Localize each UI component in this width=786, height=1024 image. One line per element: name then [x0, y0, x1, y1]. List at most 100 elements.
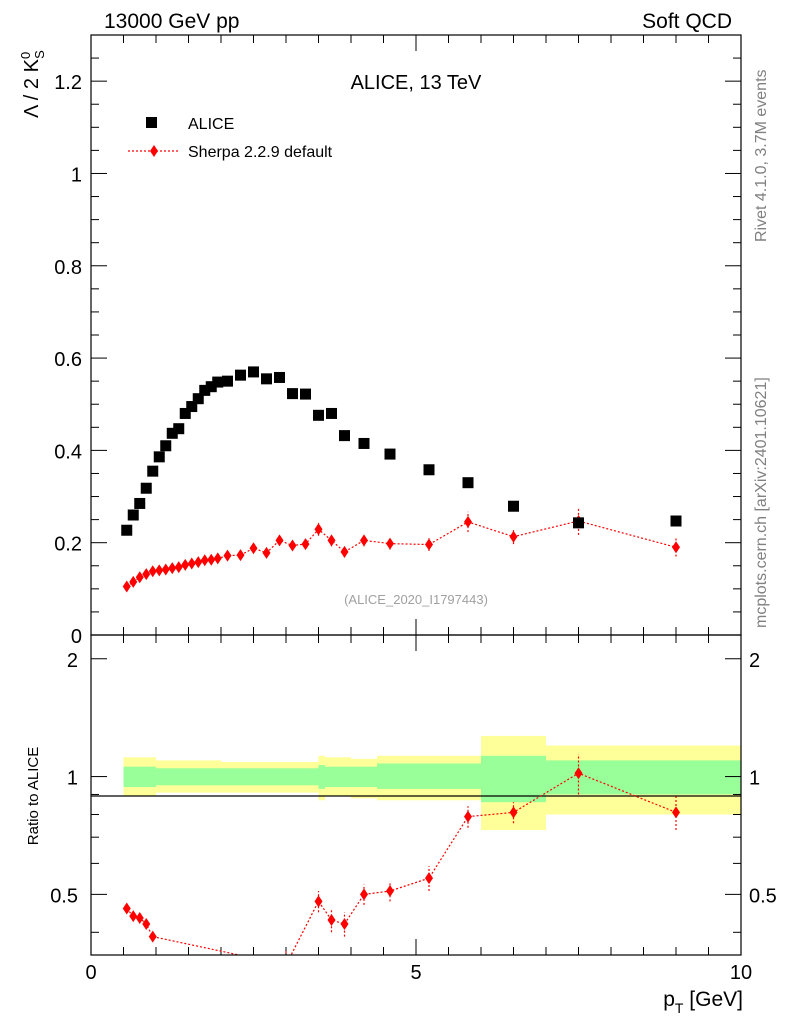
ratio-point [142, 918, 151, 931]
alice-point [222, 375, 233, 387]
ratio-y-tick-label-right: 0.5 [749, 885, 777, 907]
x-tick-label: 0 [85, 962, 96, 984]
ratio-band-inner [156, 768, 221, 786]
ratio-band-inner [318, 765, 325, 789]
alice-point [160, 440, 172, 452]
alice-point [186, 401, 198, 413]
ratio-y-tick-labels: 0.5 0.5 1 1 2 2 [50, 650, 777, 908]
ratio-y-tick-label-right: 2 [749, 650, 760, 672]
sherpa-point [187, 557, 196, 570]
alice-point [121, 524, 133, 536]
x-axis-label: pT [GeV] [663, 988, 743, 1016]
chart-title: ALICE, 13 TeV [351, 72, 482, 94]
ratio-point [129, 910, 138, 923]
sherpa-point [174, 561, 183, 574]
ratio-uncertainty-bands [123, 735, 741, 831]
ratio-band-inner [481, 755, 546, 803]
sherpa-point [301, 538, 310, 551]
alice-point [127, 509, 139, 521]
alice-point [212, 376, 224, 388]
sherpa-point [275, 534, 284, 547]
ratio-y-axis-label: Ratio to ALICE [25, 747, 42, 845]
ratio-point [135, 912, 144, 925]
ratio-band-inner [377, 763, 481, 789]
ratio-data-clipped [122, 754, 680, 971]
y-tick-label: 0.4 [54, 441, 82, 463]
alice-point [147, 465, 159, 477]
ratio-y-tick-label: 1 [67, 768, 78, 790]
sherpa-point [142, 568, 151, 581]
alice-point [166, 427, 178, 439]
alice-point [261, 373, 272, 385]
alice-point [358, 437, 370, 449]
alice-point [287, 388, 298, 400]
sherpa-point [161, 563, 170, 576]
ratio-y-tick-label: 2 [67, 650, 78, 672]
ratio-panel: 0.5 0.5 1 1 2 2 Ratio to ALICE 0 5 10 pT [GeV] [25, 634, 777, 1016]
sherpa-line [126, 520, 677, 588]
ratio-point [386, 885, 394, 898]
ratio-point [574, 767, 583, 780]
ratio-point [509, 806, 518, 819]
y-tick-label: 0 [71, 626, 82, 648]
sherpa-point [181, 558, 190, 571]
alice-point [248, 366, 259, 378]
alice-point [573, 517, 584, 529]
sherpa-point [327, 534, 336, 547]
x-tick-labels: 0 5 10 [85, 962, 752, 984]
sherpa-point [155, 564, 164, 577]
alice-point [153, 451, 165, 463]
alice-point [179, 407, 191, 419]
ratio-y-tick-label: 0.5 [50, 885, 78, 907]
x-tick-label: 5 [410, 962, 421, 984]
ratio-point [327, 914, 336, 927]
alice-point [235, 369, 246, 381]
sherpa-point [194, 556, 203, 569]
alice-point [326, 407, 337, 419]
alice-point [199, 384, 211, 396]
legend-sherpa-label: Sherpa 2.2.9 default [188, 144, 333, 161]
sherpa-point [262, 546, 271, 559]
ratio-point [425, 872, 433, 885]
alice-point [384, 448, 396, 460]
ratio-point [282, 959, 290, 971]
alice-point [300, 388, 311, 400]
x-tick-label: 10 [730, 962, 752, 984]
alice-point [313, 409, 324, 421]
legend-alice-marker [146, 117, 157, 128]
sherpa-point [135, 571, 144, 584]
sherpa-point [207, 553, 216, 566]
alice-point [423, 464, 435, 476]
alice-point [274, 371, 285, 383]
ratio-point [340, 918, 349, 931]
ratio-point [464, 810, 472, 823]
alice-point [339, 430, 350, 442]
sherpa-point [425, 538, 433, 551]
sherpa-point [288, 539, 297, 552]
sherpa-point [672, 541, 680, 554]
ratio-band-inner [123, 766, 156, 788]
ratio-line [126, 772, 677, 955]
main-data-layer [121, 366, 682, 593]
legend-alice-label: ALICE [188, 116, 234, 133]
ratio-point [314, 895, 323, 908]
category-label: Soft QCD [642, 10, 732, 33]
alice-point [134, 497, 146, 509]
rivet-label: Rivet 4.1.0, 3.7M events [753, 69, 770, 242]
sherpa-point [509, 530, 518, 543]
alice-point [173, 423, 185, 435]
ratio-band-inner [325, 766, 351, 788]
sherpa-point [249, 542, 258, 555]
main-y-tick-labels: 0 0.2 0.4 0.6 0.8 1 1.2 [54, 72, 82, 648]
sherpa-point [213, 552, 222, 565]
ratio-frame [90, 634, 742, 956]
sherpa-point [236, 549, 245, 562]
ratio-band-inner [611, 760, 741, 795]
sherpa-point [168, 562, 177, 575]
energy-label: 13000 GeV pp [104, 10, 239, 33]
sherpa-point [386, 537, 394, 550]
analysis-label: (ALICE_2020_I1797443) [344, 592, 488, 607]
ratio-y-tick-label-right: 1 [749, 768, 760, 790]
sherpa-point [314, 523, 323, 536]
